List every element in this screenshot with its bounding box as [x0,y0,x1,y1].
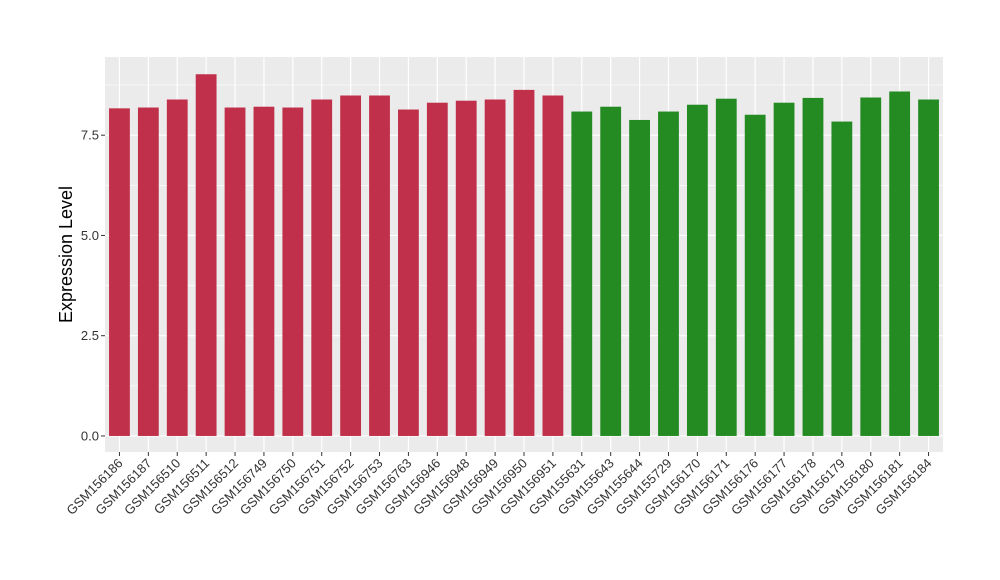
y-tick-label: 0.0 [81,428,99,443]
bar-GSM156949 [484,99,506,436]
bar-GSM156511 [195,74,217,436]
bar-GSM156948 [455,100,477,436]
y-axis-title: Expression Level [56,186,76,323]
bar-GSM156184 [918,99,939,436]
bar-GSM156752 [340,95,362,436]
bar-GSM156510 [166,99,188,436]
y-tick-label: 5.0 [81,228,99,243]
bar-GSM155631 [571,111,593,436]
bar-GSM156753 [369,95,390,436]
y-tick-label: 2.5 [81,328,99,343]
bar-GSM156751 [311,99,333,436]
bar-GSM156176 [744,114,766,436]
bar-GSM156187 [137,107,159,436]
bar-GSM156951 [542,95,564,436]
bar-GSM155729 [658,111,679,436]
bar-GSM156170 [686,104,708,436]
y-tick-label: 7.5 [81,128,99,143]
bar-GSM156181 [889,91,911,436]
bar-GSM156171 [715,98,737,436]
bar-GSM156750 [282,107,304,436]
bar-GSM156950 [513,89,535,436]
bar-GSM156512 [224,107,246,436]
y-axis: 0.0 2.5 5.0 7.5 [81,128,105,443]
bar-GSM156180 [860,97,882,436]
bar-GSM156763 [398,109,419,436]
bar-GSM156749 [253,106,275,436]
bar-GSM155644 [629,119,650,436]
bar-GSM156946 [426,102,448,436]
bar-GSM156178 [802,97,824,436]
bars [109,74,939,436]
bar-GSM156186 [109,108,130,436]
x-axis: GSM156186GSM156187GSM156510GSM156511GSM1… [63,452,935,518]
bar-GSM156177 [773,102,795,436]
bar-GSM155643 [600,106,622,436]
bar-GSM156179 [831,121,853,436]
